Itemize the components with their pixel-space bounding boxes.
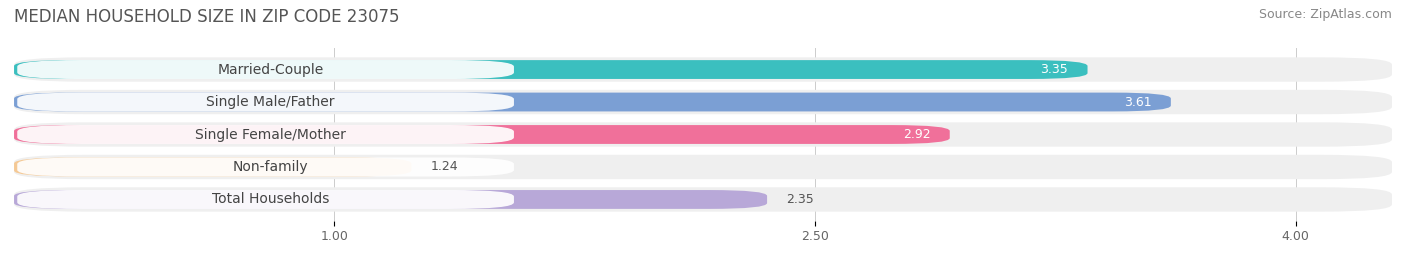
Text: 1.24: 1.24 <box>430 161 458 174</box>
FancyBboxPatch shape <box>14 122 1392 147</box>
FancyBboxPatch shape <box>14 125 949 144</box>
FancyBboxPatch shape <box>17 157 515 176</box>
FancyBboxPatch shape <box>14 190 768 209</box>
Text: Married-Couple: Married-Couple <box>218 62 323 77</box>
Text: Non-family: Non-family <box>232 160 308 174</box>
Text: Source: ZipAtlas.com: Source: ZipAtlas.com <box>1258 8 1392 21</box>
FancyBboxPatch shape <box>17 93 515 112</box>
FancyBboxPatch shape <box>14 187 1392 212</box>
FancyBboxPatch shape <box>17 60 515 79</box>
FancyBboxPatch shape <box>14 93 1171 111</box>
FancyBboxPatch shape <box>14 60 1087 79</box>
FancyBboxPatch shape <box>14 90 1392 114</box>
Text: Single Female/Mother: Single Female/Mother <box>195 128 346 141</box>
Text: MEDIAN HOUSEHOLD SIZE IN ZIP CODE 23075: MEDIAN HOUSEHOLD SIZE IN ZIP CODE 23075 <box>14 8 399 26</box>
FancyBboxPatch shape <box>14 57 1392 82</box>
Text: 3.61: 3.61 <box>1123 95 1152 108</box>
Text: Total Households: Total Households <box>212 192 329 207</box>
Text: Single Male/Father: Single Male/Father <box>207 95 335 109</box>
Text: 3.35: 3.35 <box>1040 63 1069 76</box>
Text: 2.35: 2.35 <box>786 193 814 206</box>
FancyBboxPatch shape <box>14 158 412 176</box>
FancyBboxPatch shape <box>14 155 1392 179</box>
Text: 2.92: 2.92 <box>903 128 931 141</box>
FancyBboxPatch shape <box>17 190 515 209</box>
FancyBboxPatch shape <box>17 125 515 144</box>
